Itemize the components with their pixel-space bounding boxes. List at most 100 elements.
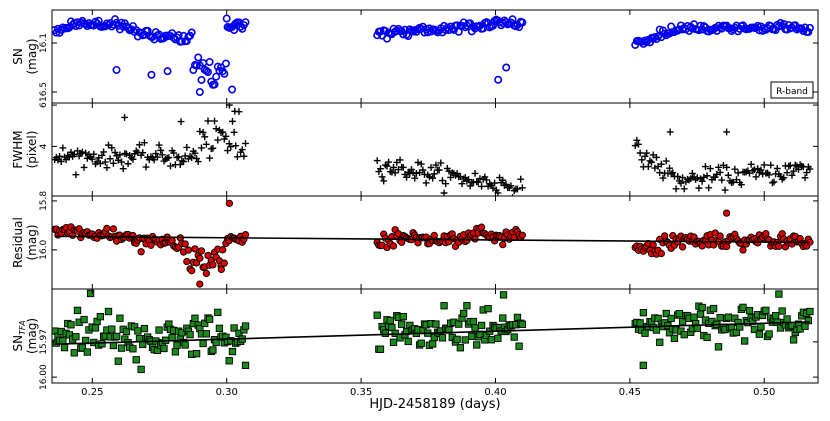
data-point: [767, 161, 775, 169]
data-point: [739, 303, 747, 312]
data-point: [747, 160, 755, 168]
data-point: [204, 251, 212, 260]
data-point: [96, 160, 104, 167]
data-point: [67, 321, 75, 329]
data-point: [440, 189, 448, 196]
data-point: [70, 349, 78, 357]
data-point: [80, 164, 88, 171]
data-point: [422, 179, 430, 187]
data-point: [715, 163, 722, 171]
data-point: [702, 163, 709, 170]
data-point: [113, 152, 121, 160]
data-point: [113, 332, 121, 341]
y-axis-label: SN: [11, 48, 25, 65]
data-point: [140, 324, 149, 333]
y-tick-label: 16.5: [39, 82, 49, 102]
data-point: [222, 14, 231, 23]
panel-fwhm: 4 6 FWHM (pixel): [11, 102, 819, 197]
data-point: [181, 240, 189, 248]
data-point: [660, 29, 669, 38]
data-point: [768, 179, 776, 187]
data-point: [716, 168, 724, 176]
data-point: [195, 87, 204, 96]
data-point: [199, 129, 207, 136]
data-point: [231, 107, 239, 115]
data-point: [804, 316, 812, 325]
data-point: [103, 224, 111, 233]
data-point: [456, 344, 465, 352]
data-point: [514, 185, 521, 193]
data-point: [798, 162, 806, 170]
data-point: [488, 21, 497, 30]
data-point: [90, 150, 98, 158]
data-point: [718, 176, 726, 184]
data-point: [134, 327, 142, 335]
data-point: [60, 343, 69, 352]
data-point: [412, 170, 420, 177]
data-point: [220, 259, 228, 267]
data-point: [409, 169, 417, 177]
data-point: [751, 166, 758, 174]
data-point: [242, 139, 249, 147]
x-tick-label: 0.50: [753, 387, 775, 398]
data-point: [803, 169, 811, 176]
data-point: [406, 170, 414, 177]
data-point: [783, 315, 791, 323]
data-point: [517, 175, 525, 183]
data-point: [72, 171, 80, 179]
data-point: [429, 174, 437, 182]
data-point: [155, 326, 163, 334]
data-point: [789, 336, 798, 344]
sntfa-points: [52, 289, 814, 374]
data-point: [641, 329, 649, 337]
data-point: [404, 337, 412, 346]
data-point: [399, 312, 407, 321]
data-point: [78, 344, 87, 352]
data-point: [137, 365, 145, 374]
data-point: [385, 158, 393, 166]
data-point: [688, 170, 696, 177]
data-point: [230, 324, 238, 332]
data-point: [785, 162, 793, 170]
data-point: [140, 139, 148, 147]
data-point: [641, 36, 650, 45]
data-point: [737, 181, 745, 189]
x-axis-label: HJD-2458189 (days): [369, 397, 500, 412]
data-point: [147, 241, 155, 249]
data-point: [724, 171, 732, 179]
data-point: [518, 184, 526, 192]
data-point: [373, 157, 381, 164]
data-point: [386, 316, 394, 325]
data-point: [121, 114, 128, 121]
data-point: [217, 265, 225, 274]
data-point: [639, 309, 648, 317]
data-point: [806, 165, 814, 173]
y-tick-label: 4: [39, 143, 49, 149]
y-axis-label: SNTFA: [11, 320, 27, 351]
data-point: [477, 223, 486, 231]
x-axis: 0.25 0.30 0.35 0.40 0.45 0.50: [81, 387, 775, 398]
data-point: [471, 235, 479, 243]
data-point: [210, 80, 219, 89]
data-point: [139, 149, 147, 157]
data-point: [225, 199, 234, 207]
data-point: [430, 170, 438, 178]
data-point: [698, 303, 706, 312]
data-point: [191, 245, 199, 253]
data-point: [677, 179, 685, 187]
data-point: [98, 340, 106, 348]
data-point: [679, 174, 686, 181]
data-point: [646, 157, 654, 165]
data-point: [455, 320, 463, 328]
data-point: [83, 348, 91, 356]
data-point: [241, 361, 250, 370]
data-point: [494, 334, 502, 342]
data-point: [220, 69, 229, 78]
data-point: [147, 70, 156, 79]
data-point: [499, 241, 507, 249]
data-point: [474, 178, 482, 186]
data-point: [142, 163, 150, 171]
data-point: [753, 21, 762, 30]
y-tick-label: 16.00: [39, 364, 49, 390]
data-point: [690, 313, 698, 321]
